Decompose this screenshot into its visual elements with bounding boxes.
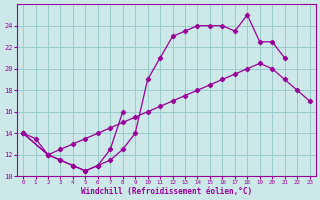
X-axis label: Windchill (Refroidissement éolien,°C): Windchill (Refroidissement éolien,°C) [81,187,252,196]
